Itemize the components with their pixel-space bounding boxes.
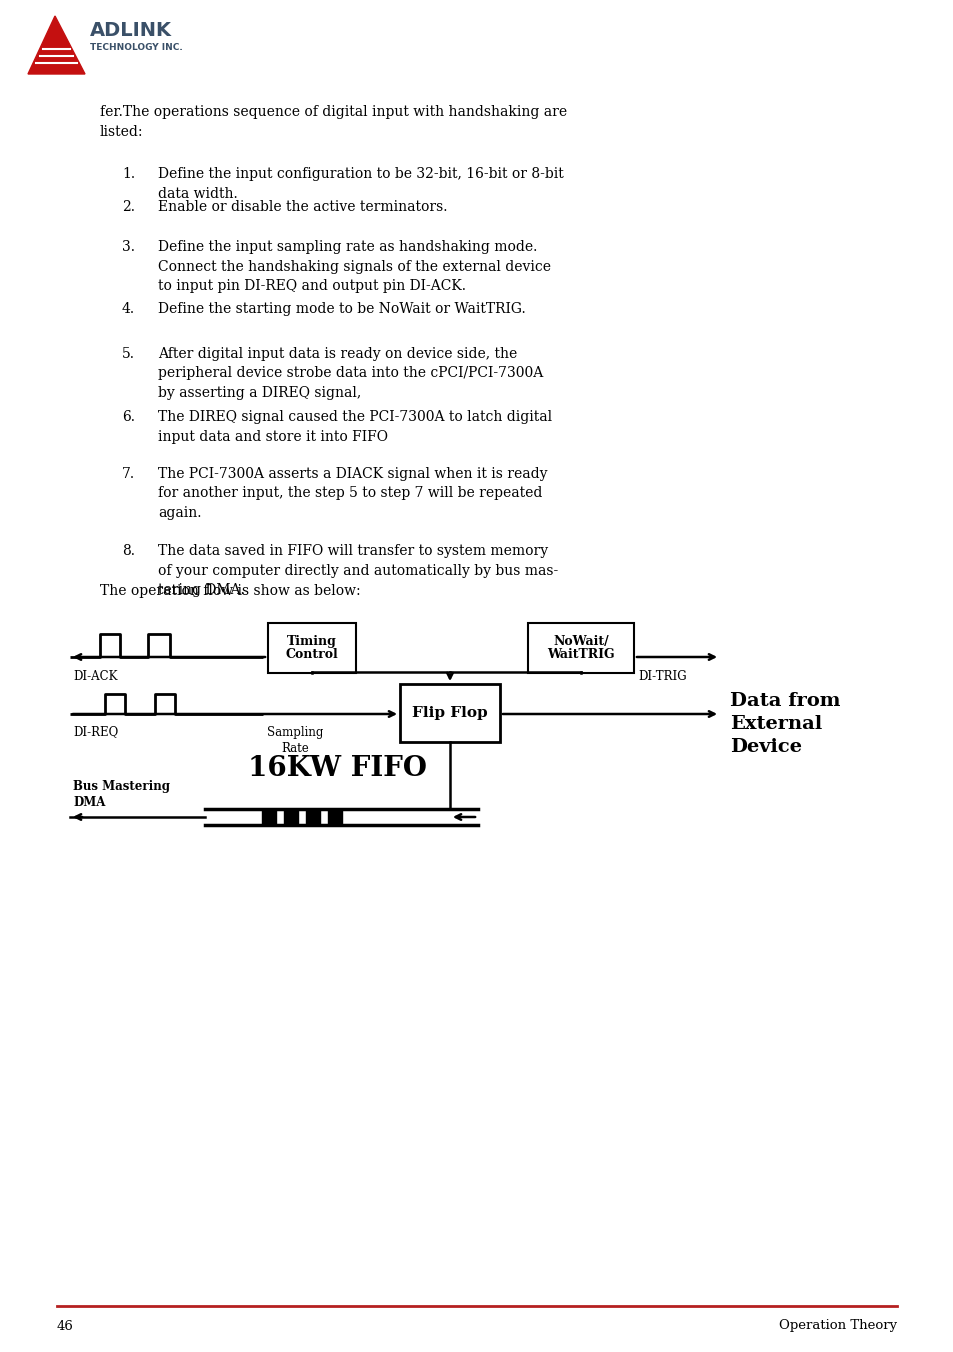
- Text: DI-ACK: DI-ACK: [73, 671, 117, 683]
- Text: 16KW FIFO: 16KW FIFO: [248, 754, 427, 781]
- Text: NoWait/: NoWait/: [553, 634, 608, 648]
- Text: Control: Control: [285, 649, 338, 661]
- Text: DI-TRIG: DI-TRIG: [638, 671, 686, 683]
- Text: Enable or disable the active terminators.: Enable or disable the active terminators…: [158, 200, 447, 214]
- Text: Bus Mastering
DMA: Bus Mastering DMA: [73, 780, 170, 810]
- Text: Operation Theory: Operation Theory: [778, 1320, 896, 1333]
- Text: The DIREQ signal caused the PCI-7300A to latch digital
input data and store it i: The DIREQ signal caused the PCI-7300A to…: [158, 410, 552, 443]
- Text: 1.: 1.: [122, 168, 135, 181]
- Text: Timing: Timing: [287, 634, 336, 648]
- Text: The operation flow is show as below:: The operation flow is show as below:: [100, 584, 360, 598]
- Text: 7.: 7.: [122, 466, 135, 481]
- Bar: [284, 808, 297, 825]
- Text: 5.: 5.: [122, 347, 135, 361]
- Text: fer.The operations sequence of digital input with handshaking are
listed:: fer.The operations sequence of digital i…: [100, 105, 566, 138]
- Text: Sampling
Rate: Sampling Rate: [267, 726, 323, 754]
- Text: The PCI-7300A asserts a DIACK signal when it is ready
for another input, the ste: The PCI-7300A asserts a DIACK signal whe…: [158, 466, 547, 521]
- Text: Flip Flop: Flip Flop: [412, 706, 487, 721]
- Text: 6.: 6.: [122, 410, 135, 425]
- Bar: [527, 623, 634, 673]
- Bar: [399, 684, 499, 742]
- Text: After digital input data is ready on device side, the
peripheral device strobe d: After digital input data is ready on dev…: [158, 347, 542, 400]
- Text: 3.: 3.: [122, 241, 135, 254]
- Text: Define the input sampling rate as handshaking mode.
Connect the handshaking sign: Define the input sampling rate as handsh…: [158, 241, 551, 293]
- Text: Define the input configuration to be 32-bit, 16-bit or 8-bit
data width.: Define the input configuration to be 32-…: [158, 168, 563, 200]
- Polygon shape: [28, 16, 85, 74]
- Text: 8.: 8.: [122, 544, 135, 558]
- Bar: [306, 808, 319, 825]
- Text: 2.: 2.: [122, 200, 135, 214]
- Text: Define the starting mode to be NoWait or WaitTRIG.: Define the starting mode to be NoWait or…: [158, 301, 525, 316]
- Text: 46: 46: [57, 1320, 73, 1333]
- Text: 4.: 4.: [122, 301, 135, 316]
- Text: DI-REQ: DI-REQ: [73, 725, 118, 738]
- Text: TECHNOLOGY INC.: TECHNOLOGY INC.: [90, 42, 183, 51]
- Text: WaitTRIG: WaitTRIG: [547, 649, 614, 661]
- Bar: [328, 808, 341, 825]
- Text: Data from
External
Device: Data from External Device: [729, 692, 840, 756]
- Bar: [268, 623, 355, 673]
- Text: The data saved in FIFO will transfer to system memory
of your computer directly : The data saved in FIFO will transfer to …: [158, 544, 558, 598]
- Bar: [262, 808, 275, 825]
- Text: ADLINK: ADLINK: [90, 20, 172, 39]
